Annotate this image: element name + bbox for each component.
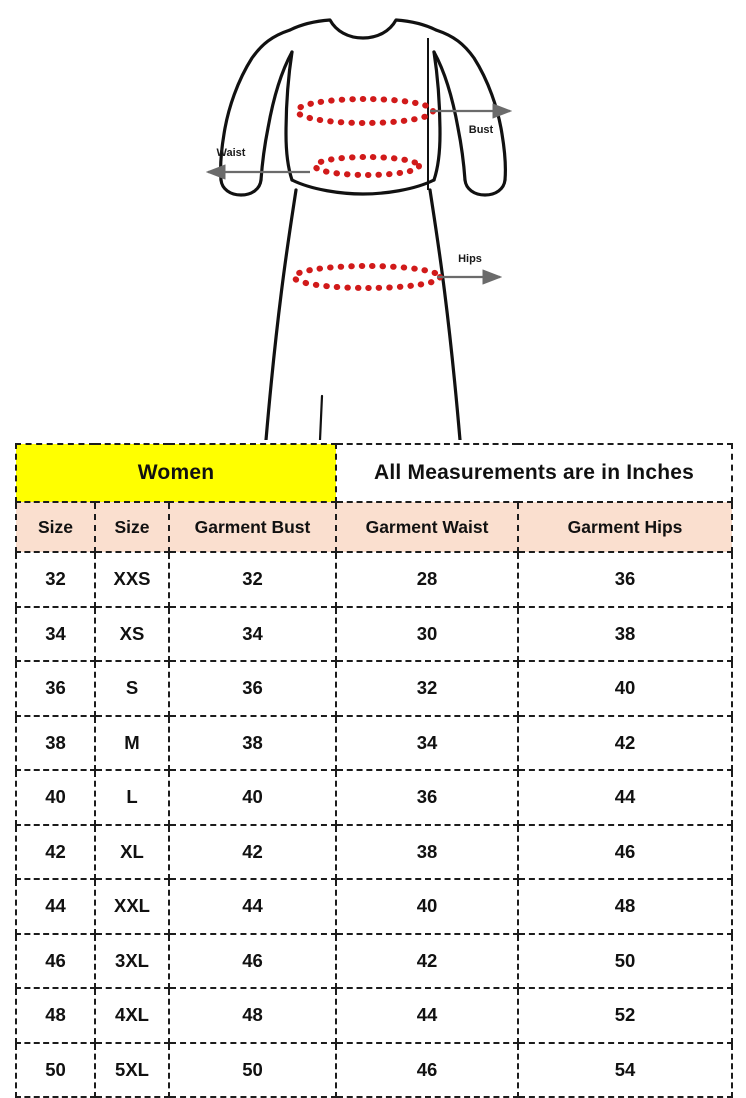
table-title-row: Women All Measurements are in Inches [14, 443, 734, 503]
waist-seam [290, 178, 436, 196]
cell-hips: 44 [517, 769, 734, 826]
neckline [288, 18, 438, 40]
cell-size-alpha: XL [94, 823, 170, 880]
units-note: All Measurements are in Inches [335, 443, 734, 503]
table-row: 32 XXS 32 28 36 [15, 551, 734, 608]
cell-bust: 42 [167, 823, 338, 880]
cell-waist: 36 [335, 769, 520, 826]
bodice-right-side [432, 50, 442, 182]
cell-waist: 46 [335, 1041, 520, 1098]
cell-size-alpha: M [94, 714, 170, 771]
cell-hips: 40 [517, 660, 734, 717]
hips-label: Hips [458, 253, 482, 265]
cell-bust: 46 [167, 932, 338, 989]
cell-size-num: 36 [15, 660, 96, 717]
cell-size-num: 42 [15, 823, 96, 880]
cell-size-num: 34 [15, 605, 96, 662]
measurement-illustration: Bust Waist Hips [0, 0, 746, 440]
cell-bust: 44 [167, 878, 338, 935]
cell-bust: 48 [167, 987, 338, 1044]
cell-size-num: 50 [15, 1041, 96, 1098]
size-chart-table: Women All Measurements are in Inches Siz… [14, 443, 734, 1098]
waist-label: Waist [217, 147, 246, 159]
skirt-left [264, 188, 298, 440]
right-sleeve-inner [432, 50, 467, 182]
left-sleeve-inner [259, 50, 294, 182]
table-row: 46 3XL 46 42 50 [15, 932, 734, 989]
table-row: 38 M 38 34 42 [15, 714, 734, 771]
cell-waist: 38 [335, 823, 520, 880]
cell-waist: 30 [335, 605, 520, 662]
cell-size-alpha: XS [94, 605, 170, 662]
column-header-size-alpha: Size [94, 501, 170, 553]
cell-size-alpha: XXL [94, 878, 170, 935]
left-sleeve-cuff [219, 178, 263, 197]
cell-size-num: 46 [15, 932, 96, 989]
group-label-women: Women [14, 443, 338, 503]
cell-hips: 46 [517, 823, 734, 880]
cell-hips: 48 [517, 878, 734, 935]
cell-waist: 42 [335, 932, 520, 989]
cell-waist: 44 [335, 987, 520, 1044]
cell-waist: 34 [335, 714, 520, 771]
left-sleeve-outer [219, 28, 292, 182]
cell-size-alpha: S [94, 660, 170, 717]
cell-bust: 32 [167, 551, 338, 608]
cell-bust: 34 [167, 605, 338, 662]
cell-bust: 36 [167, 660, 338, 717]
table-row: 40 L 40 36 44 [15, 769, 734, 826]
cell-bust: 38 [167, 714, 338, 771]
cell-bust: 40 [167, 769, 338, 826]
size-chart-container: Women All Measurements are in Inches Siz… [14, 443, 734, 1098]
waist-measure-ring [312, 154, 422, 178]
cell-size-num: 32 [15, 551, 96, 608]
skirt-center-slit [318, 394, 324, 440]
cell-waist: 40 [335, 878, 520, 935]
skirt-right [428, 188, 462, 440]
column-header-garment-waist: Garment Waist [335, 501, 520, 553]
table-row: 50 5XL 50 46 54 [15, 1041, 734, 1098]
cell-bust: 50 [167, 1041, 338, 1098]
bodice-left-side [284, 50, 294, 182]
bust-label: Bust [469, 124, 494, 136]
column-header-garment-bust: Garment Bust [167, 501, 338, 553]
table-header-row: Size Size Garment Bust Garment Waist Gar… [15, 501, 734, 553]
cell-size-alpha: 3XL [94, 932, 170, 989]
cell-size-num: 44 [15, 878, 96, 935]
cell-size-alpha: XXS [94, 551, 170, 608]
table-row: 44 XXL 44 40 48 [15, 878, 734, 935]
cell-hips: 54 [517, 1041, 734, 1098]
cell-size-num: 38 [15, 714, 96, 771]
cell-size-alpha: 4XL [94, 987, 170, 1044]
cell-waist: 28 [335, 551, 520, 608]
right-sleeve-outer [434, 28, 507, 182]
dress-outline-group [219, 18, 507, 440]
right-sleeve-cuff [463, 178, 507, 197]
cell-hips: 38 [517, 605, 734, 662]
table-row: 48 4XL 48 44 52 [15, 987, 734, 1044]
bust-measure-ring [294, 96, 436, 126]
cell-hips: 42 [517, 714, 734, 771]
cell-size-alpha: L [94, 769, 170, 826]
column-header-size-num: Size [15, 501, 96, 553]
table-row: 36 S 36 32 40 [15, 660, 734, 717]
cell-size-num: 40 [15, 769, 96, 826]
cell-size-alpha: 5XL [94, 1041, 170, 1098]
cell-hips: 52 [517, 987, 734, 1044]
cell-hips: 36 [517, 551, 734, 608]
table-row: 34 XS 34 30 38 [15, 605, 734, 662]
cell-waist: 32 [335, 660, 520, 717]
table-row: 42 XL 42 38 46 [15, 823, 734, 880]
cell-hips: 50 [517, 932, 734, 989]
hips-measure-ring [291, 263, 443, 291]
column-header-garment-hips: Garment Hips [517, 501, 734, 553]
cell-size-num: 48 [15, 987, 96, 1044]
